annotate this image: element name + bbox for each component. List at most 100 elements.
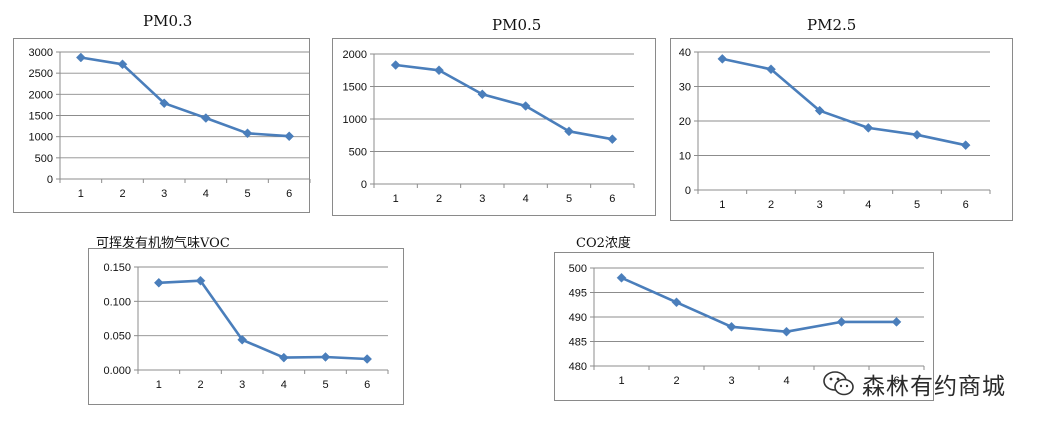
- x-tick-label: 3: [479, 193, 485, 205]
- y-tick-label: 1500: [343, 82, 367, 94]
- x-tick-label: 2: [673, 375, 679, 387]
- watermark-text: 森林有约商城: [862, 374, 1006, 400]
- data-point: [781, 326, 792, 337]
- data-point: [159, 98, 170, 109]
- y-tick-label: 1000: [343, 114, 367, 126]
- y-tick-label: 3000: [29, 47, 53, 59]
- data-point: [863, 123, 874, 133]
- y-tick-label: 500: [35, 153, 53, 165]
- y-tick-label: 2000: [29, 89, 53, 101]
- chart-title-co2: CO2浓度: [576, 236, 631, 251]
- series-line: [80, 56, 290, 138]
- data-point: [814, 105, 825, 116]
- data-point: [153, 277, 164, 288]
- data-point: [237, 334, 248, 345]
- x-tick-label: 2: [436, 193, 442, 205]
- data-point: [766, 64, 776, 75]
- x-tick-label: 5: [322, 379, 328, 391]
- data-point: [242, 128, 253, 139]
- x-tick-label: 2: [119, 188, 125, 200]
- x-tick-label: 1: [618, 375, 624, 387]
- data-point: [836, 317, 847, 327]
- chart-frame: [88, 248, 404, 405]
- x-tick-label: 4: [865, 199, 871, 211]
- data-point: [616, 272, 627, 283]
- watermark: 森林有约商城: [822, 366, 1006, 402]
- chart-voc: 0.000 0.050 0.100 0.150 1 2 3 4 5 6: [88, 248, 404, 405]
- chart-frame: [13, 38, 310, 213]
- chart-pm03: 0 500 1000 1500 2000 2500 3000 1 2 3 4 5 6: [13, 38, 311, 213]
- data-point: [434, 65, 444, 76]
- y-tick-label: 485: [569, 337, 587, 349]
- data-point: [75, 52, 86, 63]
- data-point: [607, 134, 618, 145]
- y-tick-label: 20: [679, 116, 691, 128]
- series-line: [722, 57, 966, 147]
- data-point: [278, 352, 289, 363]
- x-tick-label: 1: [393, 193, 399, 205]
- y-tick-label: 500: [349, 147, 367, 159]
- y-tick-label: 1500: [29, 111, 53, 123]
- y-tick-label: 0: [685, 185, 691, 197]
- data-point: [891, 317, 902, 327]
- data-point: [390, 60, 401, 70]
- x-tick-label: 3: [161, 188, 167, 200]
- y-tick-label: 495: [569, 288, 587, 300]
- y-tick-label: 500: [569, 263, 587, 275]
- y-tick-label: 40: [679, 47, 691, 59]
- chart-pm05: 0 500 1000 1500 2000 1 2 3 4 5 6: [332, 38, 656, 216]
- data-point: [362, 354, 373, 364]
- data-point: [200, 113, 211, 123]
- x-tick-label: 4: [783, 375, 789, 387]
- data-point: [726, 321, 737, 332]
- series-line: [158, 279, 368, 361]
- chart-title-pm03: PM0.3: [143, 12, 193, 30]
- x-tick-label: 6: [963, 199, 969, 211]
- y-tick-label: 0.000: [103, 365, 131, 377]
- data-point: [520, 101, 531, 111]
- data-point: [671, 297, 682, 308]
- y-tick-label: 2000: [343, 49, 367, 61]
- data-point: [117, 59, 128, 70]
- y-tick-label: 0.050: [103, 331, 131, 343]
- x-tick-label: 4: [203, 188, 209, 200]
- x-tick-label: 3: [817, 199, 823, 211]
- chart-pm25: 0 10 20 30 40 1 2 3 4 5 6: [670, 38, 1013, 221]
- data-point: [912, 129, 922, 140]
- chart-frame: [670, 38, 1013, 221]
- data-point: [960, 140, 971, 151]
- chart-title-voc: 可挥发有机物气味VOC: [96, 236, 230, 251]
- x-tick-label: 3: [239, 379, 245, 391]
- x-tick-label: 4: [281, 379, 287, 391]
- data-point: [320, 352, 331, 362]
- y-tick-label: 0: [47, 174, 53, 186]
- data-point: [284, 131, 295, 142]
- wechat-icon: [823, 371, 854, 396]
- chart-title-pm25: PM2.5: [807, 16, 857, 34]
- x-tick-label: 1: [78, 188, 84, 200]
- x-tick-label: 1: [156, 379, 162, 391]
- chart-title-pm05: PM0.5: [492, 16, 542, 34]
- x-tick-label: 6: [286, 188, 292, 200]
- x-tick-label: 6: [609, 193, 615, 205]
- y-tick-label: 0.100: [103, 296, 131, 308]
- data-point: [564, 126, 574, 137]
- y-tick-label: 0: [361, 179, 367, 191]
- series-line: [620, 276, 897, 333]
- x-tick-label: 4: [523, 193, 529, 205]
- x-tick-label: 5: [914, 199, 920, 211]
- x-tick-label: 6: [893, 375, 899, 387]
- y-tick-label: 0.150: [103, 262, 131, 274]
- x-tick-label: 2: [768, 199, 774, 211]
- chart-co2: 480485490495500123456: [554, 252, 934, 401]
- y-tick-label: 490: [569, 312, 587, 324]
- data-point: [477, 89, 488, 100]
- y-tick-label: 2500: [29, 68, 53, 80]
- data-point: [195, 275, 206, 286]
- y-tick-label: 1000: [29, 132, 53, 144]
- x-tick-label: 6: [364, 379, 370, 391]
- x-tick-label: 3: [728, 375, 734, 387]
- y-tick-label: 30: [679, 82, 691, 94]
- series-line: [395, 63, 613, 141]
- chart-frame: [332, 38, 656, 216]
